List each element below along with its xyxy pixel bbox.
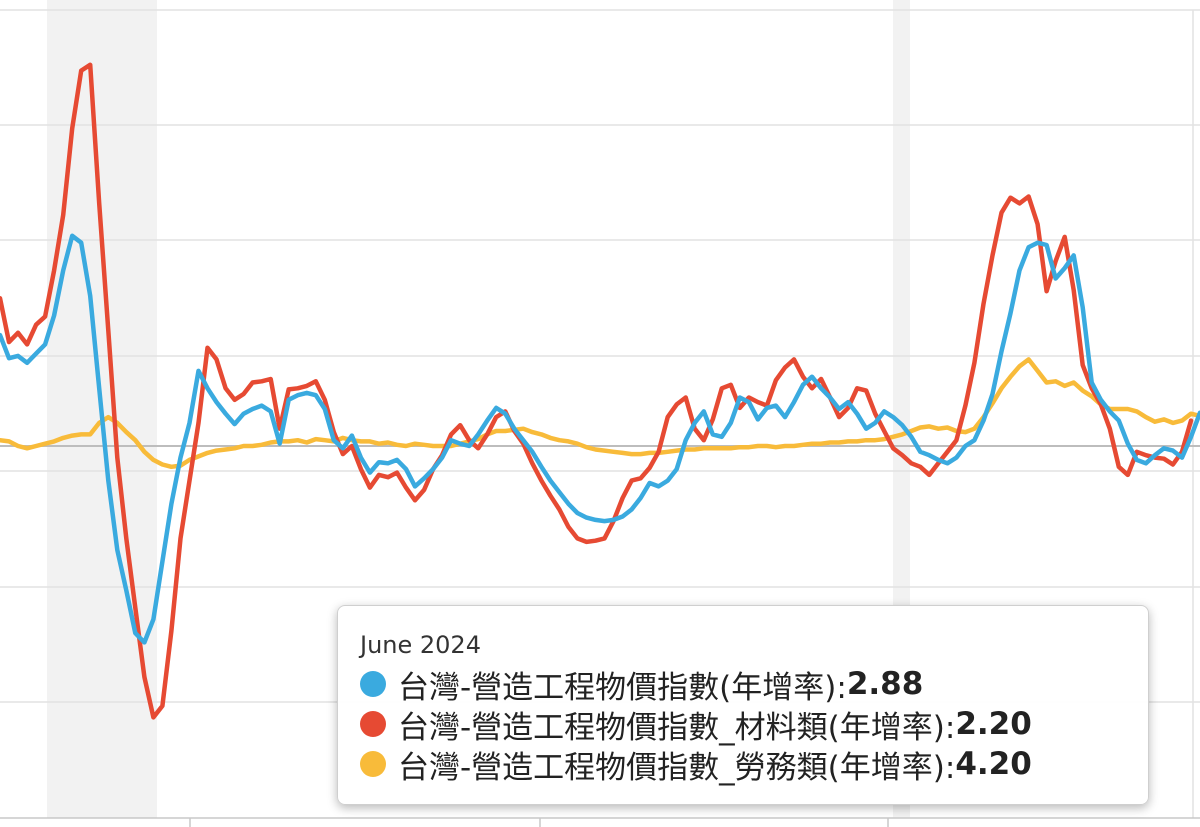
series-line-1 (0, 62, 1194, 720)
series-color-dot (360, 751, 386, 777)
tooltip-series-label: 台灣-營造工程物價指數(年增率): (398, 669, 847, 706)
tooltip-series-value: 2.20 (955, 706, 1032, 742)
hover-tooltip: June 2024 台灣-營造工程物價指數(年增率): 2.88 台灣-營造工程… (337, 605, 1149, 805)
tooltip-row-materials: 台灣-營造工程物價指數_材料類(年增率): 2.20 (360, 704, 1126, 746)
series-line-0 (0, 233, 1200, 645)
tooltip-series-label: 台灣-營造工程物價指數_材料類(年增率): (398, 709, 956, 746)
tooltip-series-value: 2.88 (846, 666, 924, 702)
tooltip-series-label: 台灣-營造工程物價指數_勞務類(年增率): (398, 749, 956, 786)
tooltip-series-value: 4.20 (955, 746, 1032, 782)
series-line-2 (0, 357, 1200, 470)
tooltip-date: June 2024 (360, 631, 481, 659)
series-color-dot (360, 711, 386, 737)
tooltip-row-labor: 台灣-營造工程物價指數_勞務類(年增率): 4.20 (360, 744, 1126, 786)
tooltip-row-total: 台灣-營造工程物價指數(年增率): 2.88 (360, 664, 1126, 706)
series-color-dot (360, 671, 386, 697)
